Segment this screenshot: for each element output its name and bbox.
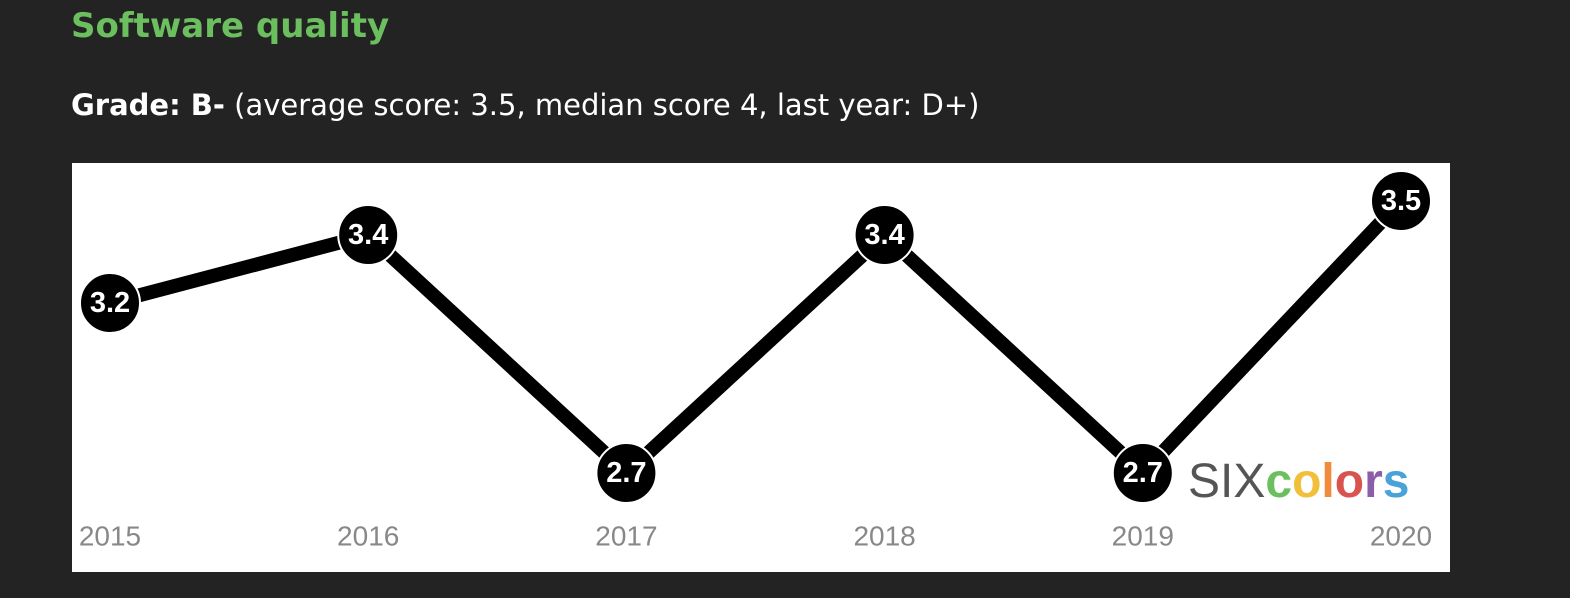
logo-letter: s: [1383, 455, 1410, 508]
data-label: 3.4: [864, 219, 904, 251]
grade-label: Grade: B-: [71, 88, 225, 122]
x-tick-label: 2018: [853, 521, 915, 552]
point: [1111, 442, 1174, 504]
logo-letter: l: [1321, 455, 1334, 508]
logo-six: SIX: [1188, 455, 1265, 508]
chart-background: [72, 163, 1450, 572]
logo-letter: r: [1364, 455, 1383, 508]
point: [853, 204, 916, 266]
x-tick-label: 2016: [337, 521, 399, 552]
logo-letter: o: [1335, 455, 1364, 508]
point: [337, 204, 400, 266]
data-label: 2.7: [606, 457, 646, 489]
x-tick-label: 2015: [79, 521, 141, 552]
data-label: 2.7: [1123, 457, 1163, 489]
data-label: 3.5: [1381, 185, 1421, 217]
point: [595, 442, 658, 504]
data-label: 3.4: [348, 219, 388, 251]
point: [79, 272, 141, 334]
x-tick-label: 2017: [595, 521, 657, 552]
data-label: 3.2: [90, 287, 130, 319]
line: [108, 196, 1407, 480]
point: [1370, 170, 1432, 232]
x-tick-label: 2019: [1112, 521, 1174, 552]
logo-letter: c: [1265, 455, 1292, 508]
logo: SIXcolors: [1188, 455, 1409, 508]
grade-detail: (average score: 3.5, median score 4, las…: [234, 88, 980, 122]
x-tick-label: 2020: [1370, 521, 1432, 552]
logo-letter: o: [1292, 455, 1321, 508]
grade-line: Grade: B- (average score: 3.5, median sc…: [71, 88, 979, 122]
section-heading: Software quality: [71, 6, 390, 46]
